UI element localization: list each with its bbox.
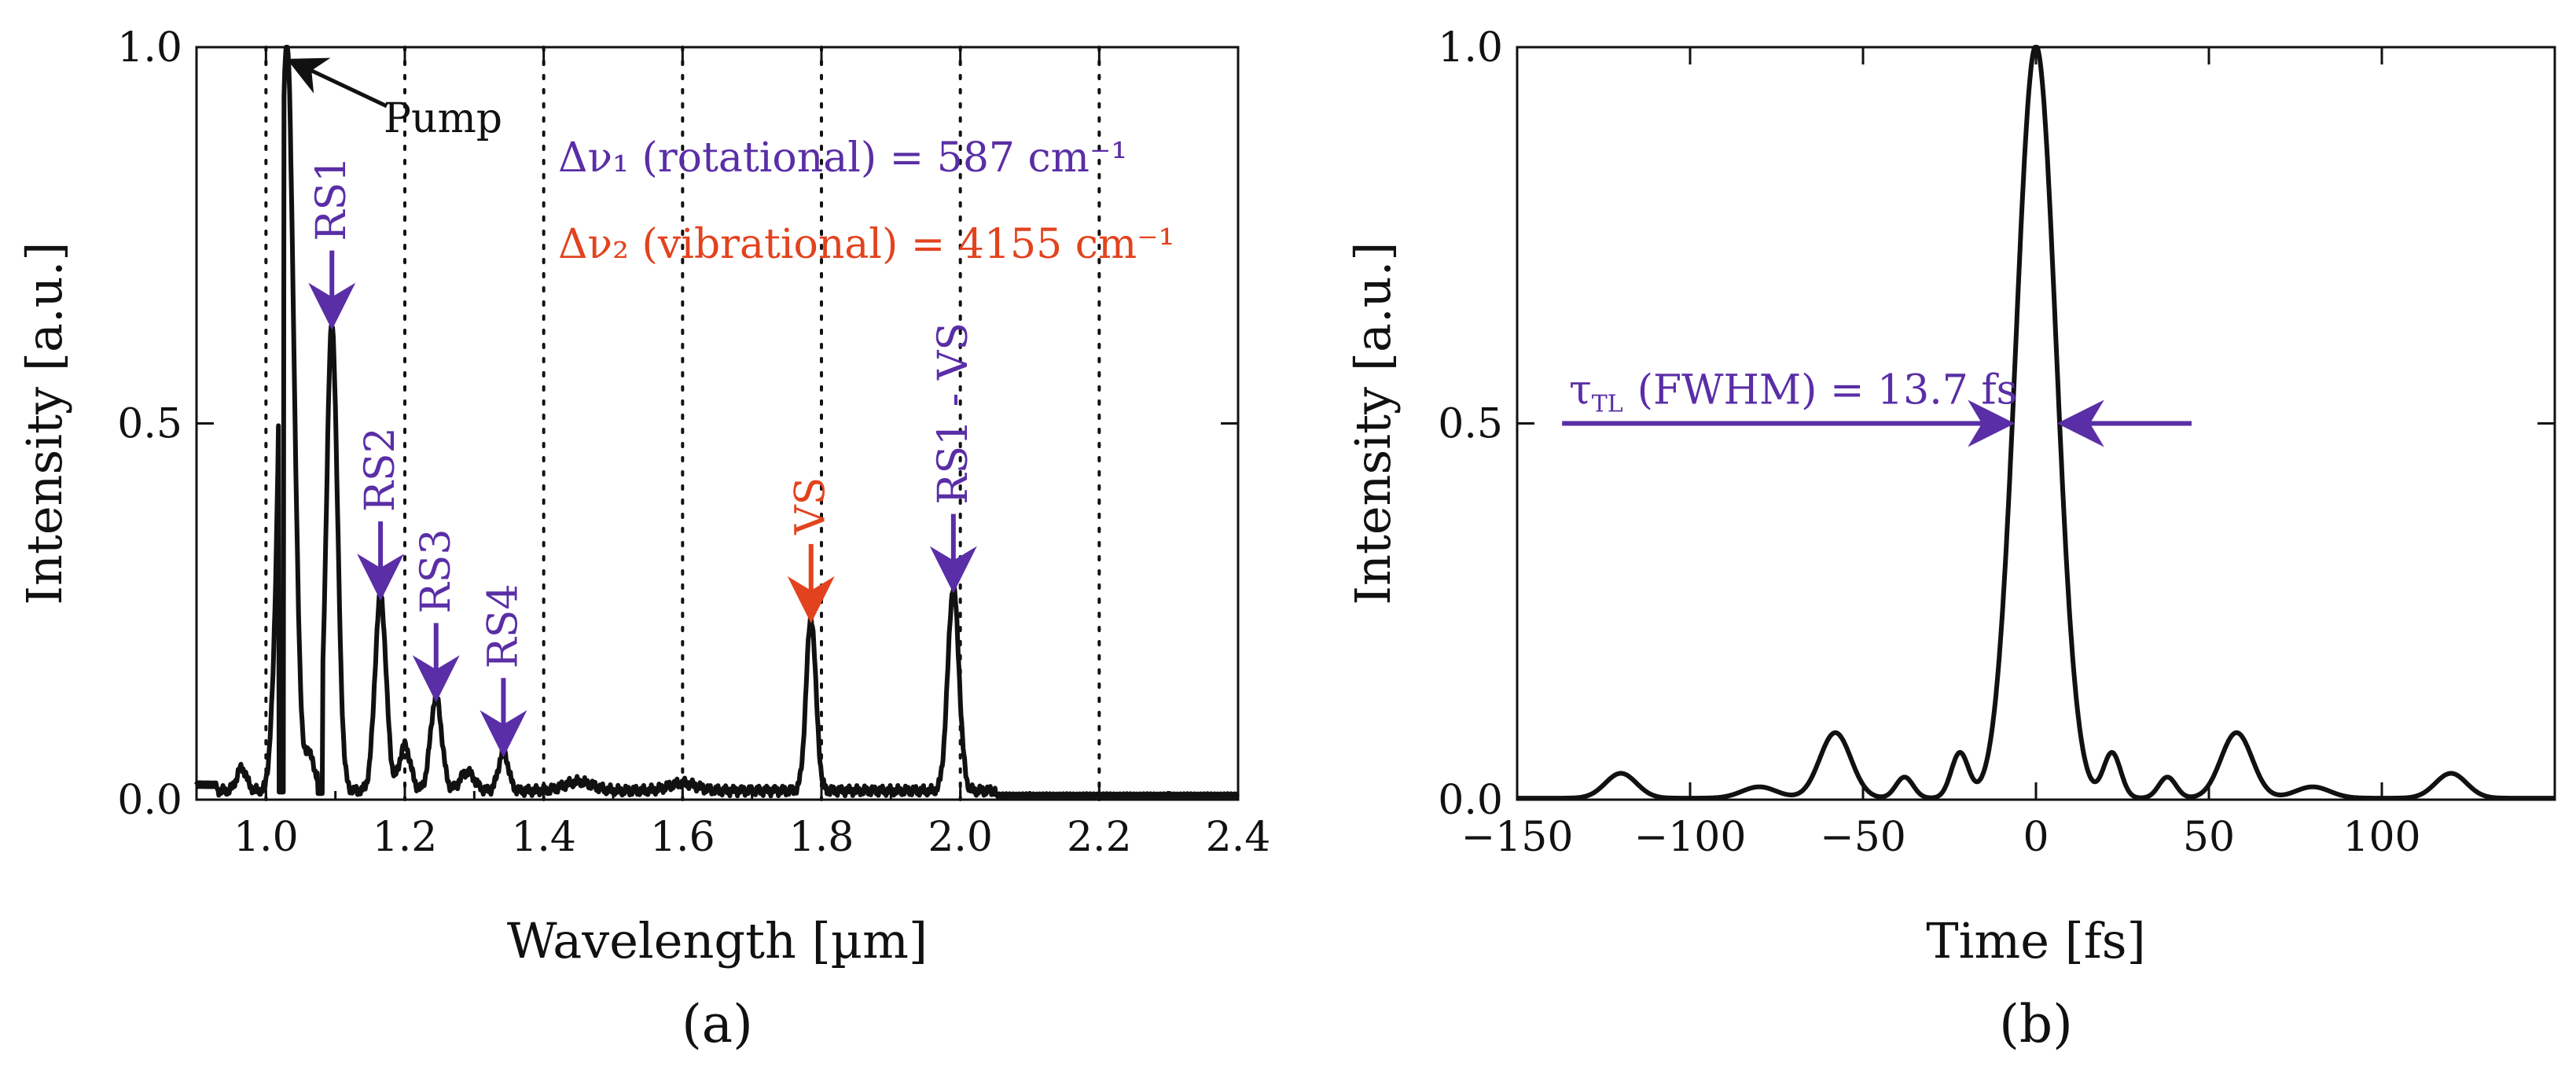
x-tick-labels: 1.0 1.2 1.4 1.6 1.8 2.0 2.2 2.4 xyxy=(233,814,1270,861)
x-tick-label: −100 xyxy=(1634,814,1747,861)
y-tick-label: 1.0 xyxy=(117,24,182,72)
y-tick-label: 0.5 xyxy=(1438,401,1503,448)
tau-symbol: τ xyxy=(1569,367,1592,414)
x-tick-label: 1.6 xyxy=(650,814,715,861)
tau-subscript: TL xyxy=(1592,391,1623,418)
x-tick-label: 50 xyxy=(2183,814,2235,861)
x-tick-labels: −150 −100 −50 0 50 100 xyxy=(1461,814,2421,861)
x-tick-label: 100 xyxy=(2343,814,2420,861)
peak-label: RS3 xyxy=(413,529,460,614)
fwhm-annotation: τTL (FWHM) = 13.7 fs xyxy=(1569,367,2017,418)
y-tick-label: 0.5 xyxy=(117,401,182,448)
vibrational-shift-annotation: Δν₂ (vibrational) = 4155 cm⁻¹ xyxy=(558,221,1174,268)
rotational-shift-annotation: Δν₁ (rotational) = 587 cm⁻¹ xyxy=(558,134,1127,182)
x-tick-label: 1.4 xyxy=(511,814,576,861)
x-tick-label: 1.8 xyxy=(789,814,854,861)
x-tick-label: −150 xyxy=(1461,814,1574,861)
y-tick-label: 0.0 xyxy=(117,777,182,824)
peak-label: RS1 - VS xyxy=(930,322,977,505)
panel-b: −150 −100 −50 0 50 100 0.0 0.5 1.0 Time [fs] In… xyxy=(1344,24,2557,1054)
panel-label: (b) xyxy=(1999,994,2073,1054)
x-tick-label: 2.2 xyxy=(1067,814,1132,861)
x-tick-label: 0 xyxy=(2023,814,2049,861)
y-tick-labels: 0.0 0.5 1.0 xyxy=(117,24,182,824)
peak-label: RS1 xyxy=(308,156,355,241)
pump-label: Pump xyxy=(384,95,502,142)
x-tick-label: 1.2 xyxy=(373,814,438,861)
spectrum-curve xyxy=(194,45,1240,800)
peak-label: RS2 xyxy=(357,427,404,512)
y-axis-label: Intensity [a.u.] xyxy=(16,242,73,605)
fwhm-text: (FWHM) = 13.7 fs xyxy=(1637,367,2018,414)
y-tick-label: 1.0 xyxy=(1438,24,1503,72)
peak-label: VS xyxy=(788,477,835,535)
x-axis-label: Time [fs] xyxy=(1926,912,2146,969)
x-tick-label: 2.4 xyxy=(1206,814,1271,861)
x-tick-label: −50 xyxy=(1820,814,1906,861)
y-tick-label: 0.0 xyxy=(1438,777,1503,824)
x-tick-label: 1.0 xyxy=(233,814,299,861)
y-tick-labels: 0.0 0.5 1.0 xyxy=(1438,24,1503,824)
y-axis-label: Intensity [a.u.] xyxy=(1344,242,1402,605)
axis-ticks xyxy=(1516,46,2555,801)
x-tick-label: 2.0 xyxy=(928,814,993,861)
panel-a: 1.0 1.2 1.4 1.6 1.8 2.0 2.2 2.4 0.0 0.5 1.0 Wavel… xyxy=(16,24,1270,1054)
panel-label: (a) xyxy=(682,994,753,1054)
pump-arrow xyxy=(286,57,388,109)
x-axis-label: Wavelength [µm] xyxy=(507,912,928,969)
axis-ticks xyxy=(195,46,1240,801)
peak-label: RS4 xyxy=(480,583,527,668)
